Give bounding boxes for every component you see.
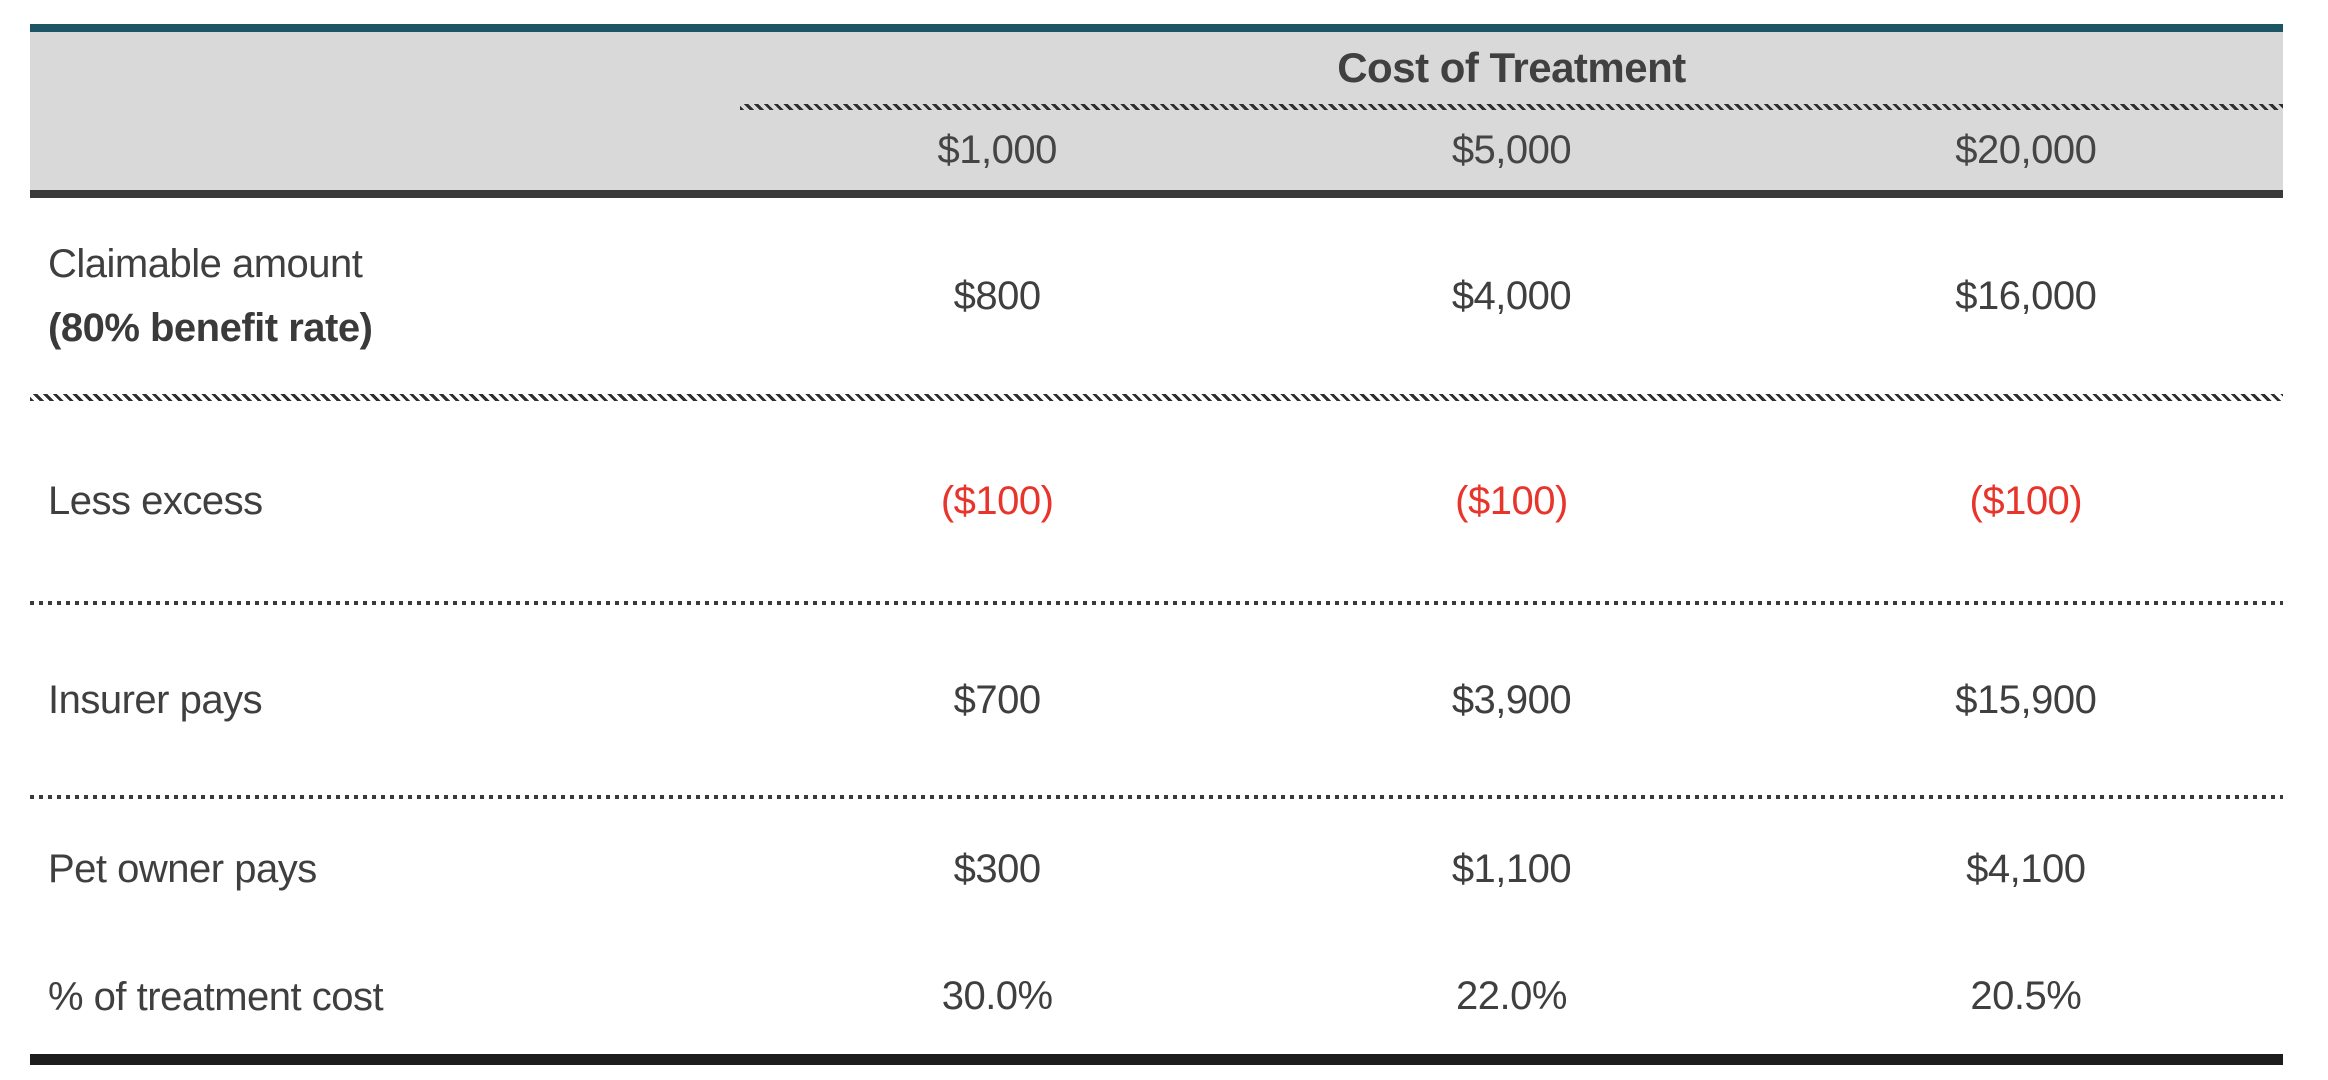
column-header-5000: $5,000 xyxy=(1451,127,1572,172)
cell-claimable-5000: $4,000 xyxy=(1451,273,1572,318)
cell-owner-5000: $1,100 xyxy=(1451,846,1572,891)
cell-claimable-1000: $800 xyxy=(953,273,1041,318)
table-row-percent-of-treatment-cost: % of treatment cost 30.0% 22.0% 20.5% xyxy=(30,939,2283,1054)
table-row-insurer-pays: Insurer pays $700 $3,900 $15,900 xyxy=(30,605,2283,795)
row-label-less-excess: Less excess xyxy=(48,479,263,523)
table-row-less-excess: Less excess ($100) ($100) ($100) xyxy=(30,401,2283,601)
row-separator-hatch xyxy=(30,394,2283,401)
cell-excess-5000: ($100) xyxy=(1455,478,1568,523)
row-label-pet-owner-pays: Pet owner pays xyxy=(48,847,317,891)
row-separator-dotted xyxy=(30,795,2283,799)
row-label-line1: Claimable amount xyxy=(48,242,363,286)
table-header: Cost of Treatment $1,000 $5,000 $20,000 xyxy=(30,32,2283,190)
cell-insurer-1000: $700 xyxy=(953,677,1041,722)
cell-percent-1000: 30.0% xyxy=(941,974,1053,1018)
cell-claimable-20000: $16,000 xyxy=(1955,273,2097,318)
row-label-claimable-amount: Claimable amount (80% benefit rate) xyxy=(30,232,740,360)
cell-owner-20000: $4,100 xyxy=(1966,846,2086,891)
table-row-claimable-amount: Claimable amount (80% benefit rate) $800… xyxy=(30,198,2283,394)
column-header-1000: $1,000 xyxy=(937,127,1057,172)
cell-percent-5000: 22.0% xyxy=(1456,974,1567,1018)
title-underline-hatch xyxy=(740,104,2283,110)
cell-excess-1000: ($100) xyxy=(940,478,1054,523)
column-header-20000: $20,000 xyxy=(1955,127,2097,172)
table-title: Cost of Treatment xyxy=(1337,44,1686,91)
header-divider-rule xyxy=(30,190,2283,198)
bottom-rule xyxy=(30,1054,2283,1065)
row-separator-dotted xyxy=(30,601,2283,605)
cell-excess-20000: ($100) xyxy=(1969,478,2083,523)
table-row-pet-owner-pays: Pet owner pays $300 $1,100 $4,100 xyxy=(30,799,2283,939)
cell-insurer-20000: $15,900 xyxy=(1955,677,2097,722)
cost-of-treatment-table: Cost of Treatment $1,000 $5,000 $20,000 … xyxy=(30,24,2283,1065)
cell-insurer-5000: $3,900 xyxy=(1451,677,1572,722)
row-label-percent-of-treatment-cost: % of treatment cost xyxy=(48,974,384,1019)
row-label-insurer-pays: Insurer pays xyxy=(48,678,263,722)
row-label-line2-benefit-rate: (80% benefit rate) xyxy=(48,306,373,350)
top-accent-rule xyxy=(30,24,2283,32)
cell-percent-20000: 20.5% xyxy=(1970,974,2082,1018)
cell-owner-1000: $300 xyxy=(953,846,1041,891)
